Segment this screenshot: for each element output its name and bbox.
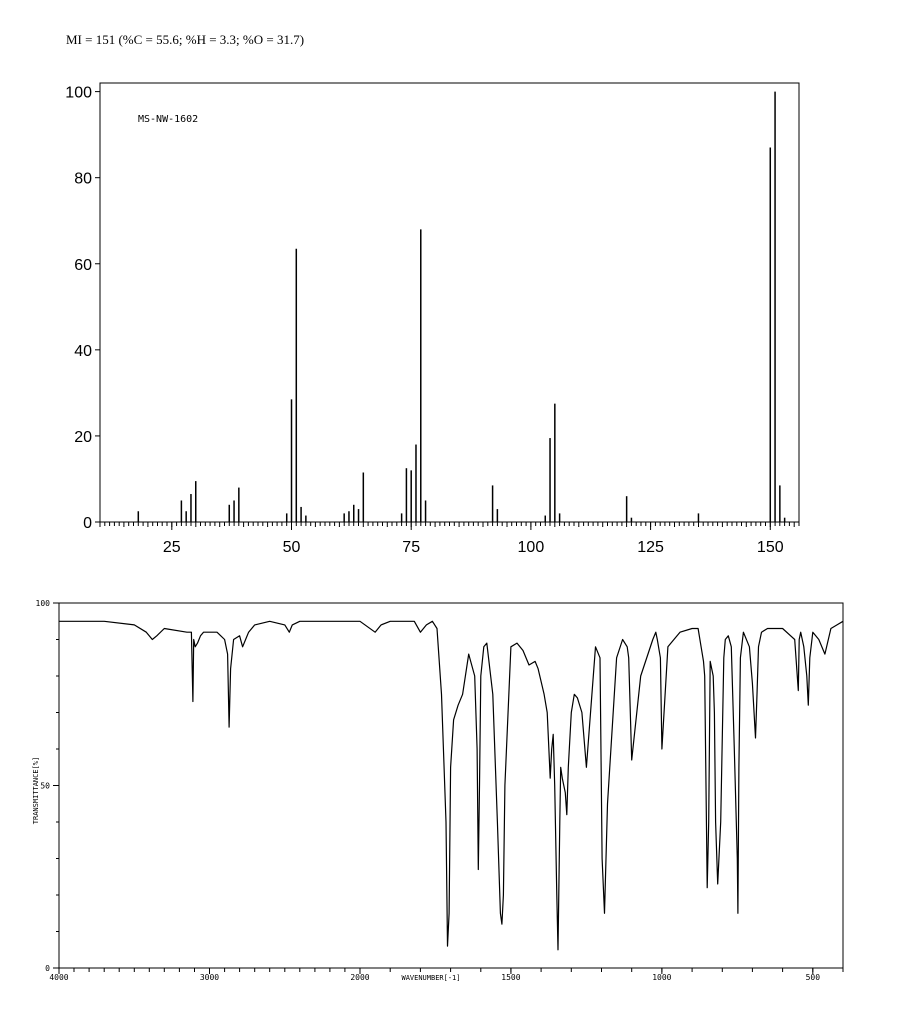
ms-x-minor-ticks xyxy=(99,522,800,527)
ir-x-tick-label: 500 xyxy=(806,973,821,982)
ms-y-tick-label: 80 xyxy=(74,171,92,188)
ms-x-tick-label: 75 xyxy=(402,539,420,556)
ir-spectrum-line xyxy=(59,620,844,951)
ms-y-tick-label: 20 xyxy=(74,429,92,446)
ms-x-tick-label: 150 xyxy=(757,539,784,556)
ms-annotation: MS-NW-1602 xyxy=(138,114,198,125)
ir-x-tick-label: 1000 xyxy=(652,973,671,982)
ms-x-tick-label: 125 xyxy=(637,539,664,556)
ir-y-axis-label: TRANSMITTANCE[%] xyxy=(32,757,40,824)
ir-x-minor-ticks xyxy=(58,968,844,972)
ir-x-tick-label: 2000 xyxy=(350,973,369,982)
ir-y-tick-label: 0 xyxy=(45,964,50,973)
ir-x-tick-label: 3000 xyxy=(200,973,219,982)
ms-y-tick-label: 100 xyxy=(65,85,92,102)
ms-x-tick-label: 100 xyxy=(518,539,545,556)
ir-x-tick-label: 4000 xyxy=(49,973,68,982)
ir-y-tick-label: 50 xyxy=(40,782,50,791)
ms-x-tick-label: 50 xyxy=(283,539,301,556)
ms-plot-frame xyxy=(99,82,800,523)
ir-y-tick-label: 100 xyxy=(36,599,51,608)
ir-x-tick-label: 1500 xyxy=(501,973,520,982)
ms-y-tick-label: 0 xyxy=(83,515,92,532)
ms-x-tick-label: 25 xyxy=(163,539,181,556)
ms-y-tick-label: 40 xyxy=(74,343,92,360)
formula-line: MI = 151 (%C = 55.6; %H = 3.3; %O = 31.7… xyxy=(66,32,305,47)
ms-y-tick-label: 60 xyxy=(74,257,92,274)
ir-x-axis-label: WAVENUMBER[-1] xyxy=(401,974,460,982)
